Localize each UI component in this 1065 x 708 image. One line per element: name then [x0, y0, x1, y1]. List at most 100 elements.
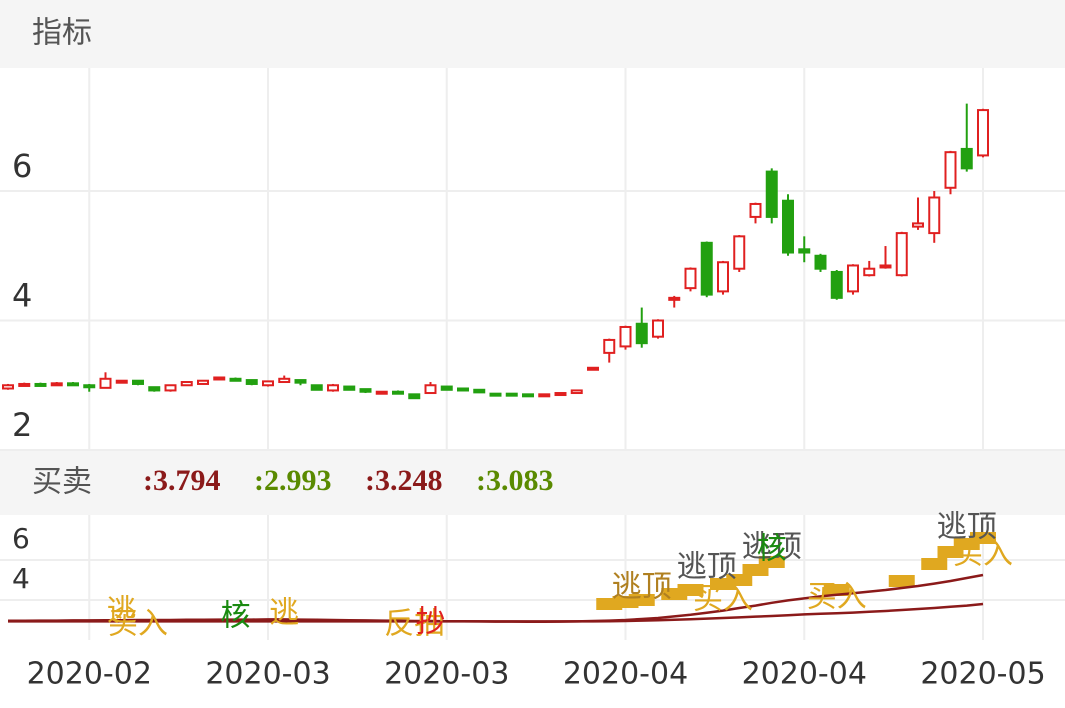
candle-body: [960, 147, 973, 170]
candle-body: [50, 382, 63, 387]
candle-body: [977, 109, 989, 157]
candle-body: [538, 393, 551, 398]
x-tick-label: 2020-03: [205, 657, 330, 692]
candle-body: [392, 390, 404, 395]
candle-body: [278, 377, 291, 384]
signal-annotation: 逃顶: [742, 530, 802, 565]
candle-body: [587, 366, 599, 371]
signal-annotation: 反抽: [384, 607, 444, 642]
candle-body: [765, 170, 778, 218]
candle-body: [294, 379, 307, 384]
candle-body: [619, 325, 632, 348]
readout: :2.993: [254, 464, 332, 497]
candle-body: [733, 235, 746, 270]
candle-body: [652, 319, 664, 338]
signal-annotation: 逃顶: [677, 550, 737, 585]
candle-body: [229, 377, 242, 382]
y-tick-label: 6: [12, 147, 32, 185]
x-tick-label: 2020-03: [384, 657, 509, 692]
candle-body: [749, 202, 762, 218]
signal-line: [8, 573, 984, 624]
candle-body: [798, 248, 811, 254]
candle-body: [635, 322, 648, 345]
candle-body: [164, 384, 177, 392]
signal-header-band: [0, 450, 1065, 515]
readout: :3.794: [143, 464, 221, 497]
candle-body: [83, 384, 96, 389]
candle-body: [408, 393, 421, 400]
signal-annotation: 逃: [269, 596, 299, 631]
candle-body: [440, 385, 453, 391]
candle-body: [912, 222, 924, 228]
y-tick-label: 2: [12, 406, 32, 444]
candle-body: [717, 261, 729, 293]
candle-body: [668, 296, 681, 301]
signal-block: [677, 584, 704, 596]
x-tick-label: 2020-04: [742, 657, 867, 692]
signal-header: 买卖: [32, 465, 92, 500]
candle-body: [830, 270, 843, 299]
candle-body: [424, 384, 437, 395]
indicator-header-band: [0, 0, 1065, 68]
signal-block: [726, 574, 753, 586]
readout: :3.248: [365, 464, 443, 497]
candle-body: [505, 392, 518, 397]
candle-body: [684, 267, 697, 290]
candle-body: [67, 382, 79, 387]
candle-body: [457, 387, 469, 392]
candle-body: [944, 151, 957, 189]
candle-body: [310, 384, 323, 391]
candle-body: [895, 232, 908, 277]
candle-body: [928, 196, 941, 235]
candle-body: [343, 385, 356, 391]
signal-annotation: 抄: [416, 605, 446, 640]
candle-body: [603, 338, 616, 354]
candle-body: [700, 241, 713, 296]
candle-body: [554, 392, 567, 397]
signal-block: [970, 532, 996, 544]
candle-body: [863, 267, 876, 277]
signal-annotation: 核: [221, 599, 251, 634]
candle-body: [375, 390, 388, 395]
x-axis-band: [0, 640, 1065, 708]
x-tick-label: 2020-02: [27, 657, 152, 692]
signal-annotation: 核: [757, 532, 787, 567]
signal-annotation: 逃: [107, 594, 137, 629]
candle-body: [814, 254, 827, 270]
y-tick-label: 4: [12, 562, 30, 595]
candle-body: [148, 386, 161, 392]
signal-annotation: 买入: [108, 607, 168, 642]
candle-body: [115, 379, 128, 384]
candle-body: [570, 389, 583, 395]
y-tick-label: 4: [12, 277, 32, 315]
signal-block: [921, 558, 948, 570]
indicator-header: 指标: [32, 16, 92, 51]
signal-block: [888, 575, 915, 587]
candle-body: [522, 393, 534, 398]
candle-body: [180, 381, 193, 387]
signal-block: [758, 556, 785, 568]
signal-annotation: 买入: [807, 580, 867, 615]
candle-body: [782, 199, 794, 254]
candle-body: [18, 382, 31, 387]
candle-body: [262, 380, 274, 387]
candle-body: [132, 379, 144, 385]
candle-body: [327, 384, 339, 392]
candle-body: [847, 264, 859, 293]
candle-body: [99, 377, 112, 389]
candle-body: [473, 388, 486, 394]
signal-annotation: 逃顶: [937, 510, 997, 545]
candle-body: [34, 382, 47, 387]
readout: :3.083: [476, 464, 554, 497]
candle-body: [489, 392, 502, 397]
signal-annotation: 买入: [953, 537, 1013, 572]
candle-body: [879, 264, 892, 269]
y-tick-label: 6: [12, 522, 30, 555]
x-tick-label: 2020-05: [920, 657, 1045, 692]
candle-body: [2, 384, 14, 390]
candle-body: [359, 388, 372, 393]
candle-body: [197, 379, 209, 385]
signal-block: [628, 594, 655, 606]
x-tick-label: 2020-04: [563, 657, 688, 692]
